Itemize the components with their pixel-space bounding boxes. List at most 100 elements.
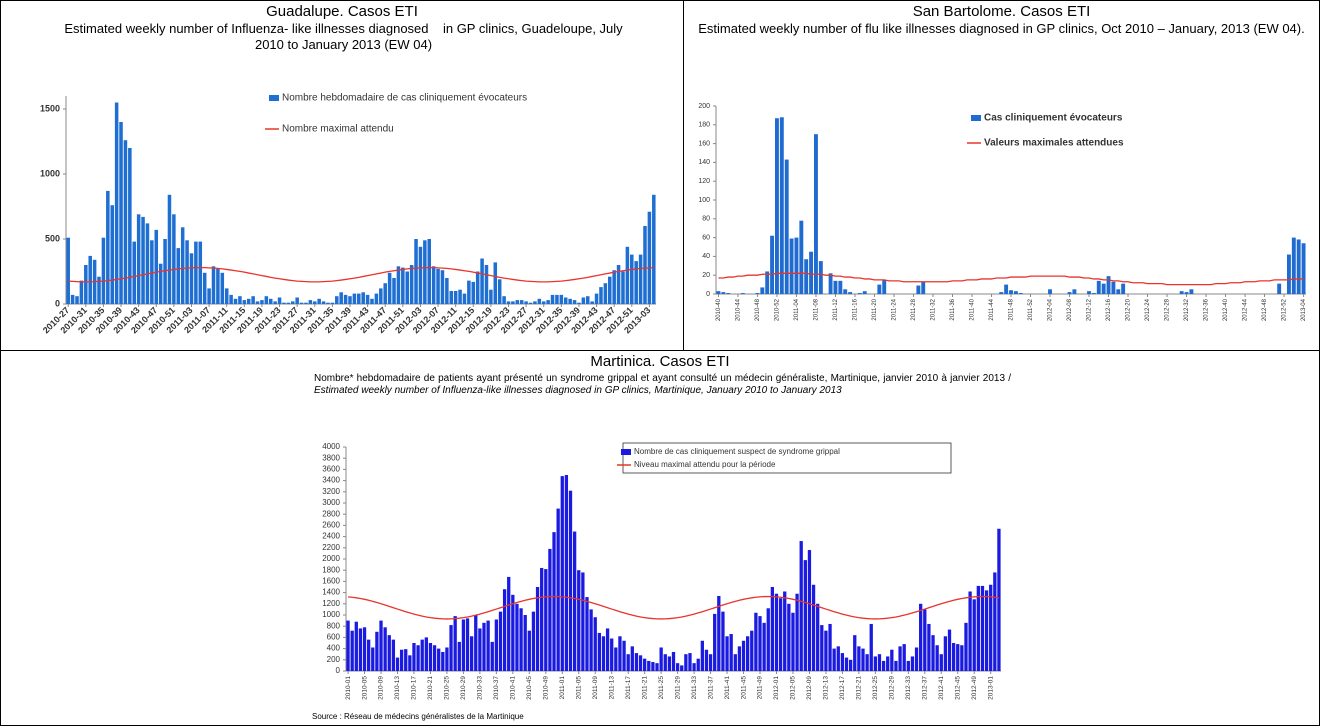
bar [770,587,775,671]
bar [286,302,291,304]
bar [449,291,454,304]
bar [659,647,663,671]
bar [273,301,277,304]
bar [304,302,308,304]
bar [568,298,572,304]
bar [1291,237,1296,294]
x-tick-label: 2011-33 [691,676,698,700]
bar [927,623,931,671]
x-tick-label: 2010-48 [755,298,761,321]
bar [498,611,503,671]
bar [405,271,409,304]
bar [956,644,960,671]
legend-label: Valeurs maximales attendues [984,138,1124,149]
x-tick-label: 2010-45 [526,676,533,700]
expected-line [68,266,654,283]
bar [1106,276,1111,294]
bar [469,636,474,671]
bar [559,294,564,304]
bar [546,300,550,304]
bar [968,591,972,671]
bar [268,298,273,304]
bar [467,280,471,304]
bar [339,292,343,304]
bar [614,647,618,671]
bar [906,660,910,671]
bar [1121,283,1126,294]
x-tick-label: 2011-17 [625,676,632,700]
x-tick-label: 2012-21 [856,676,863,700]
bar [362,627,367,671]
bar [489,289,493,304]
bar [572,300,577,304]
y-tick-label: 4000 [322,442,340,451]
bar [700,640,704,671]
bar [671,651,676,671]
y-tick-label: 1800 [322,565,340,574]
bar [229,294,233,304]
bar [432,645,437,671]
bar [462,293,467,304]
chart-subtitle: Estimated weekly number of Influenza- li… [64,21,627,52]
x-tick-label: 2011-08 [814,298,820,320]
x-tick-label: 2012-28 [1165,298,1171,321]
bar [264,296,269,304]
bar [541,301,546,304]
bar [482,622,486,671]
bar [352,293,357,304]
bar [775,118,779,294]
bar [750,630,754,671]
bar [832,648,836,671]
bar [440,270,445,304]
bar [233,298,238,304]
bar [255,301,260,304]
bar [330,302,335,304]
bar [1004,284,1009,294]
bar [497,279,502,304]
x-tick-label: 2013-01 [987,676,994,700]
bar [585,296,590,304]
bar [420,639,424,671]
chart: 0 20 40 60 80 100 120 140 160 180 200 2010-40 2010-4… [698,103,1307,321]
legend-swatch [621,449,631,455]
bar [202,272,207,304]
bar [453,616,457,671]
y-tick-label: 400 [327,644,341,653]
bar [172,214,176,304]
x-tick-label: 2012-16 [1106,298,1112,321]
y-tick-label: 3800 [322,453,340,462]
y-tick-label: 2400 [322,532,340,541]
legend-label: Nombre maximal attendu [282,124,394,135]
bar [726,293,731,294]
bar [519,300,524,304]
x-tick-label: 2011-05 [575,676,582,700]
bar [799,541,803,671]
bar [70,294,75,304]
bar [857,293,862,294]
bar [515,300,520,304]
bar [647,211,652,304]
x-tick-label: 2011-20 [872,298,878,320]
bar [568,490,573,671]
cell-guadeloupe: 0 500 1000 1500 2010-27 2010-31 2010-35 2010-39… [0,0,684,351]
bar [246,298,251,304]
x-tick-label: 2010-52 [775,298,781,321]
bar [746,636,750,671]
x-tick-label: 2010-49 [543,676,550,700]
bar [299,302,304,304]
bar [857,646,861,671]
bar [1277,283,1282,294]
y-tick-label: 200 [327,655,341,664]
x-tick-label: 2010-25 [444,676,451,700]
bar [502,589,507,671]
bar [260,300,264,304]
bar [365,294,370,304]
bar [572,531,577,671]
bar [1101,283,1106,294]
x-tick-label: 2010-17 [411,676,418,700]
bar [625,246,630,304]
bar [861,648,865,671]
bar [207,288,211,304]
bar [921,281,926,294]
